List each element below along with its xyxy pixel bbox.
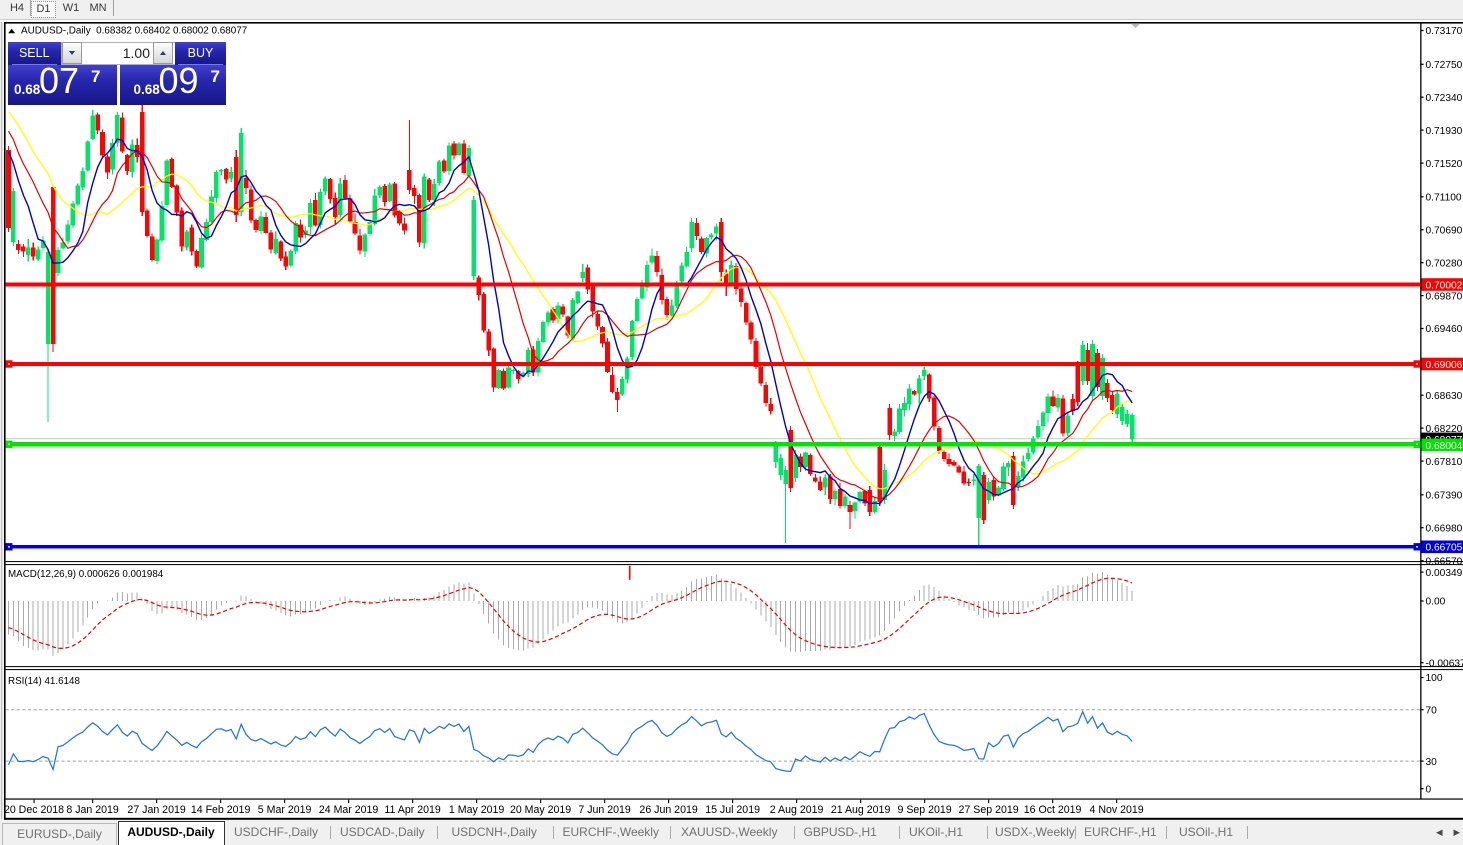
svg-text:14 Feb 2019: 14 Feb 2019 <box>191 804 251 816</box>
svg-text:0.66705: 0.66705 <box>1426 543 1463 554</box>
svg-text:0.72340: 0.72340 <box>1426 93 1463 104</box>
svg-text:30: 30 <box>1426 757 1438 768</box>
svg-text:20 Dec 2018: 20 Dec 2018 <box>4 804 64 816</box>
svg-text:0.69870: 0.69870 <box>1426 291 1463 302</box>
svg-text:0.70690: 0.70690 <box>1426 225 1463 236</box>
svg-text:5 Mar 2019: 5 Mar 2019 <box>258 804 312 816</box>
svg-text:0.68004: 0.68004 <box>1426 441 1463 452</box>
svg-text:27 Sep 2019: 27 Sep 2019 <box>959 804 1019 816</box>
svg-text:0.67810: 0.67810 <box>1426 457 1463 468</box>
svg-text:0: 0 <box>1426 784 1432 795</box>
svg-text:0.71930: 0.71930 <box>1426 126 1463 137</box>
svg-text:0.00: 0.00 <box>1426 597 1446 608</box>
svg-text:4 Nov 2019: 4 Nov 2019 <box>1090 804 1144 816</box>
svg-text:21 Aug 2019: 21 Aug 2019 <box>831 804 891 816</box>
svg-text:20 May 2019: 20 May 2019 <box>510 804 571 816</box>
svg-text:70: 70 <box>1426 705 1438 716</box>
svg-text:8 Jan 2019: 8 Jan 2019 <box>66 804 119 816</box>
svg-text:9 Sep 2019: 9 Sep 2019 <box>897 804 951 816</box>
svg-text:0.68220: 0.68220 <box>1426 424 1463 435</box>
svg-text:0.73170: 0.73170 <box>1426 26 1463 37</box>
svg-text:2 Aug 2019: 2 Aug 2019 <box>770 804 824 816</box>
svg-text:0.67390: 0.67390 <box>1426 491 1463 502</box>
svg-text:15 Jul 2019: 15 Jul 2019 <box>705 804 760 816</box>
svg-text:0.72750: 0.72750 <box>1426 60 1463 71</box>
svg-text:-0.00637: -0.00637 <box>1426 658 1463 669</box>
svg-text:0.66980: 0.66980 <box>1426 523 1463 534</box>
svg-text:0.71520: 0.71520 <box>1426 159 1463 170</box>
svg-text:11 Apr 2019: 11 Apr 2019 <box>384 804 440 816</box>
svg-text:1 May 2019: 1 May 2019 <box>449 804 504 816</box>
svg-text:0.70002: 0.70002 <box>1426 280 1463 291</box>
svg-text:0.66570: 0.66570 <box>1426 556 1463 567</box>
svg-text:RSI(14) 41.6148: RSI(14) 41.6148 <box>8 676 80 687</box>
svg-text:0.70280: 0.70280 <box>1426 258 1463 269</box>
svg-text:0.69006: 0.69006 <box>1426 360 1463 371</box>
svg-text:16 Oct 2019: 16 Oct 2019 <box>1024 804 1082 816</box>
svg-text:0.69460: 0.69460 <box>1426 324 1463 335</box>
svg-text:0.00349: 0.00349 <box>1426 568 1463 579</box>
svg-text:27 Jan 2019: 27 Jan 2019 <box>127 804 185 816</box>
svg-text:7 Jun 2019: 7 Jun 2019 <box>578 804 631 816</box>
svg-text:0.68630: 0.68630 <box>1426 391 1463 402</box>
svg-text:100: 100 <box>1426 673 1443 684</box>
svg-text:MACD(12,26,9) 0.000626 0.00198: MACD(12,26,9) 0.000626 0.001984 <box>8 569 164 580</box>
svg-text:26 Jun 2019: 26 Jun 2019 <box>639 804 697 816</box>
svg-text:0.71100: 0.71100 <box>1426 193 1462 204</box>
svg-text:24 Mar 2019: 24 Mar 2019 <box>319 804 379 816</box>
svg-text:AUDUSD-,Daily 0.68382 0.68402: AUDUSD-,Daily 0.68382 0.68402 0.68002 0.… <box>21 26 247 37</box>
